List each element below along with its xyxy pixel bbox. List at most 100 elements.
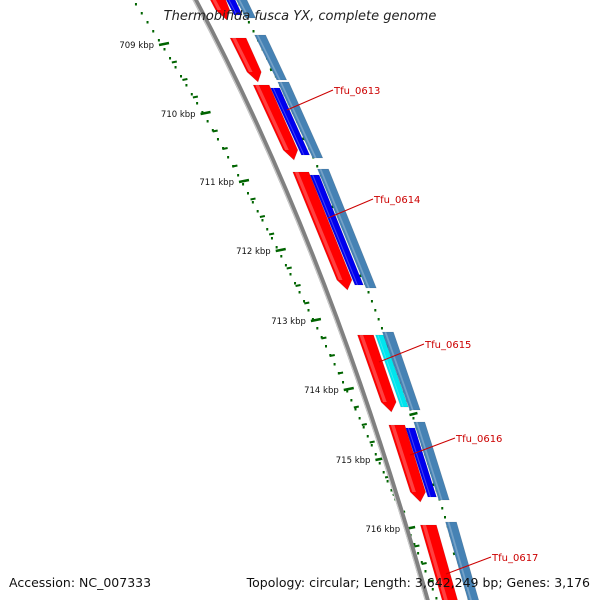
gene-label[interactable]: Tfu_0614 xyxy=(373,195,420,206)
axis-dot xyxy=(261,219,264,222)
steel-feature[interactable] xyxy=(413,421,450,501)
axis-dot xyxy=(412,417,415,420)
axis-dot xyxy=(362,426,365,429)
axis-dot xyxy=(266,228,269,231)
kbp-minor-tick xyxy=(212,129,218,133)
steel-feature-highlight xyxy=(256,35,281,80)
axis-dot xyxy=(242,183,245,186)
map-title: Thermobifida fusca YX, complete genome xyxy=(163,9,437,24)
axis-dot xyxy=(246,192,249,195)
steel-feature[interactable] xyxy=(232,0,257,19)
axis-dot xyxy=(211,129,214,132)
gene-label-leader xyxy=(286,89,334,111)
kbp-tick-label: 709 kbp xyxy=(119,41,154,51)
axis-dot xyxy=(196,102,199,105)
axis-dot xyxy=(237,174,240,177)
kbp-tick xyxy=(343,386,355,392)
axis-dot xyxy=(377,318,380,321)
kbp-tick-label: 711 kbp xyxy=(199,178,234,188)
steel-feature-highlight xyxy=(384,332,414,410)
cds-arrow[interactable] xyxy=(252,84,299,161)
kbp-tick xyxy=(238,178,250,184)
blue-feature-highlight xyxy=(312,175,358,285)
steel-feature[interactable] xyxy=(277,81,324,159)
axis-dot xyxy=(251,201,254,204)
kbp-minor-tick xyxy=(295,284,301,287)
cds-arrow[interactable] xyxy=(229,37,262,83)
axis-dot xyxy=(227,156,230,159)
cds-arrow[interactable] xyxy=(208,0,231,21)
cds-arrow-highlight xyxy=(294,172,343,280)
kbp-minor-tick xyxy=(182,78,188,81)
axis-dot xyxy=(346,390,349,393)
kbp-tick-label: 710 kbp xyxy=(161,110,196,120)
gene-label-leader xyxy=(327,198,374,219)
kbp-minor-tick xyxy=(232,164,238,168)
axis-dot xyxy=(428,579,431,582)
blue-feature[interactable] xyxy=(270,87,311,156)
blue-feature[interactable] xyxy=(405,427,437,498)
kbp-tick xyxy=(200,110,211,116)
cds-arrow[interactable] xyxy=(388,424,426,503)
axis-dot xyxy=(354,408,357,411)
gene-label-leader xyxy=(378,343,425,363)
cds-arrow-highlight xyxy=(359,335,387,402)
axis-dot xyxy=(289,273,292,276)
axis-dot xyxy=(441,507,444,510)
axis-dot xyxy=(163,48,166,51)
axis-dot xyxy=(374,453,377,456)
kbp-minor-tick xyxy=(192,95,199,99)
axis-dot xyxy=(201,111,204,114)
axis-dot xyxy=(367,291,370,294)
kbp-tick-label: 713 kbp xyxy=(271,317,306,327)
axis-dot xyxy=(146,21,149,24)
steel-feature-highlight xyxy=(319,169,370,288)
axis-dot xyxy=(316,165,319,168)
accession-text: Accession: NC_007333 xyxy=(9,575,152,590)
axis-dot xyxy=(256,210,259,213)
features-layer xyxy=(208,0,484,600)
kbp-tick-label: 714 kbp xyxy=(304,386,339,396)
axis-dot xyxy=(431,588,434,591)
axis-dot xyxy=(174,66,177,69)
steel-feature[interactable] xyxy=(381,331,421,411)
axis-dot xyxy=(386,480,389,483)
kbp-minor-tick xyxy=(222,147,228,150)
cds-arrow[interactable] xyxy=(357,334,397,413)
axis-dot xyxy=(378,462,381,465)
steel-feature[interactable] xyxy=(254,34,288,81)
cyan-feature-highlight xyxy=(377,335,404,407)
axis-dot xyxy=(247,21,250,24)
blue-feature-highlight xyxy=(407,428,431,497)
cds-arrow-highlight xyxy=(390,425,416,492)
genome-backbone xyxy=(192,0,430,600)
blue-feature-highlight xyxy=(272,88,305,155)
gene-label[interactable]: Tfu_0616 xyxy=(455,434,502,445)
kbp-minor-tick xyxy=(361,423,367,426)
steel-feature[interactable] xyxy=(317,168,377,289)
axis-dot xyxy=(284,264,287,267)
cyan-feature[interactable] xyxy=(375,334,409,408)
steel-feature-highlight xyxy=(279,82,317,158)
gene-label[interactable]: Tfu_0613 xyxy=(333,86,380,97)
gene-label-leader xyxy=(445,556,492,575)
cds-arrow[interactable] xyxy=(292,171,353,291)
blue-feature[interactable] xyxy=(309,174,364,286)
kbp-minor-tick xyxy=(250,197,256,201)
kbp-minor-tick xyxy=(428,579,434,583)
axis-dot xyxy=(333,363,336,366)
blue-feature[interactable] xyxy=(225,0,243,16)
kbp-tick xyxy=(275,247,286,253)
axis-dot xyxy=(311,318,314,321)
axis-dot xyxy=(413,543,416,546)
kbp-tick-label: 716 kbp xyxy=(365,525,400,535)
gene-label[interactable]: Tfu_0615 xyxy=(424,340,471,351)
axis-dot xyxy=(152,30,155,33)
steel-feature[interactable] xyxy=(445,521,484,600)
gene-label[interactable]: Tfu_0617 xyxy=(491,553,538,564)
cds-arrow[interactable] xyxy=(420,524,460,600)
kbp-tick-label: 712 kbp xyxy=(236,247,271,257)
kbp-minor-tick xyxy=(171,60,178,64)
